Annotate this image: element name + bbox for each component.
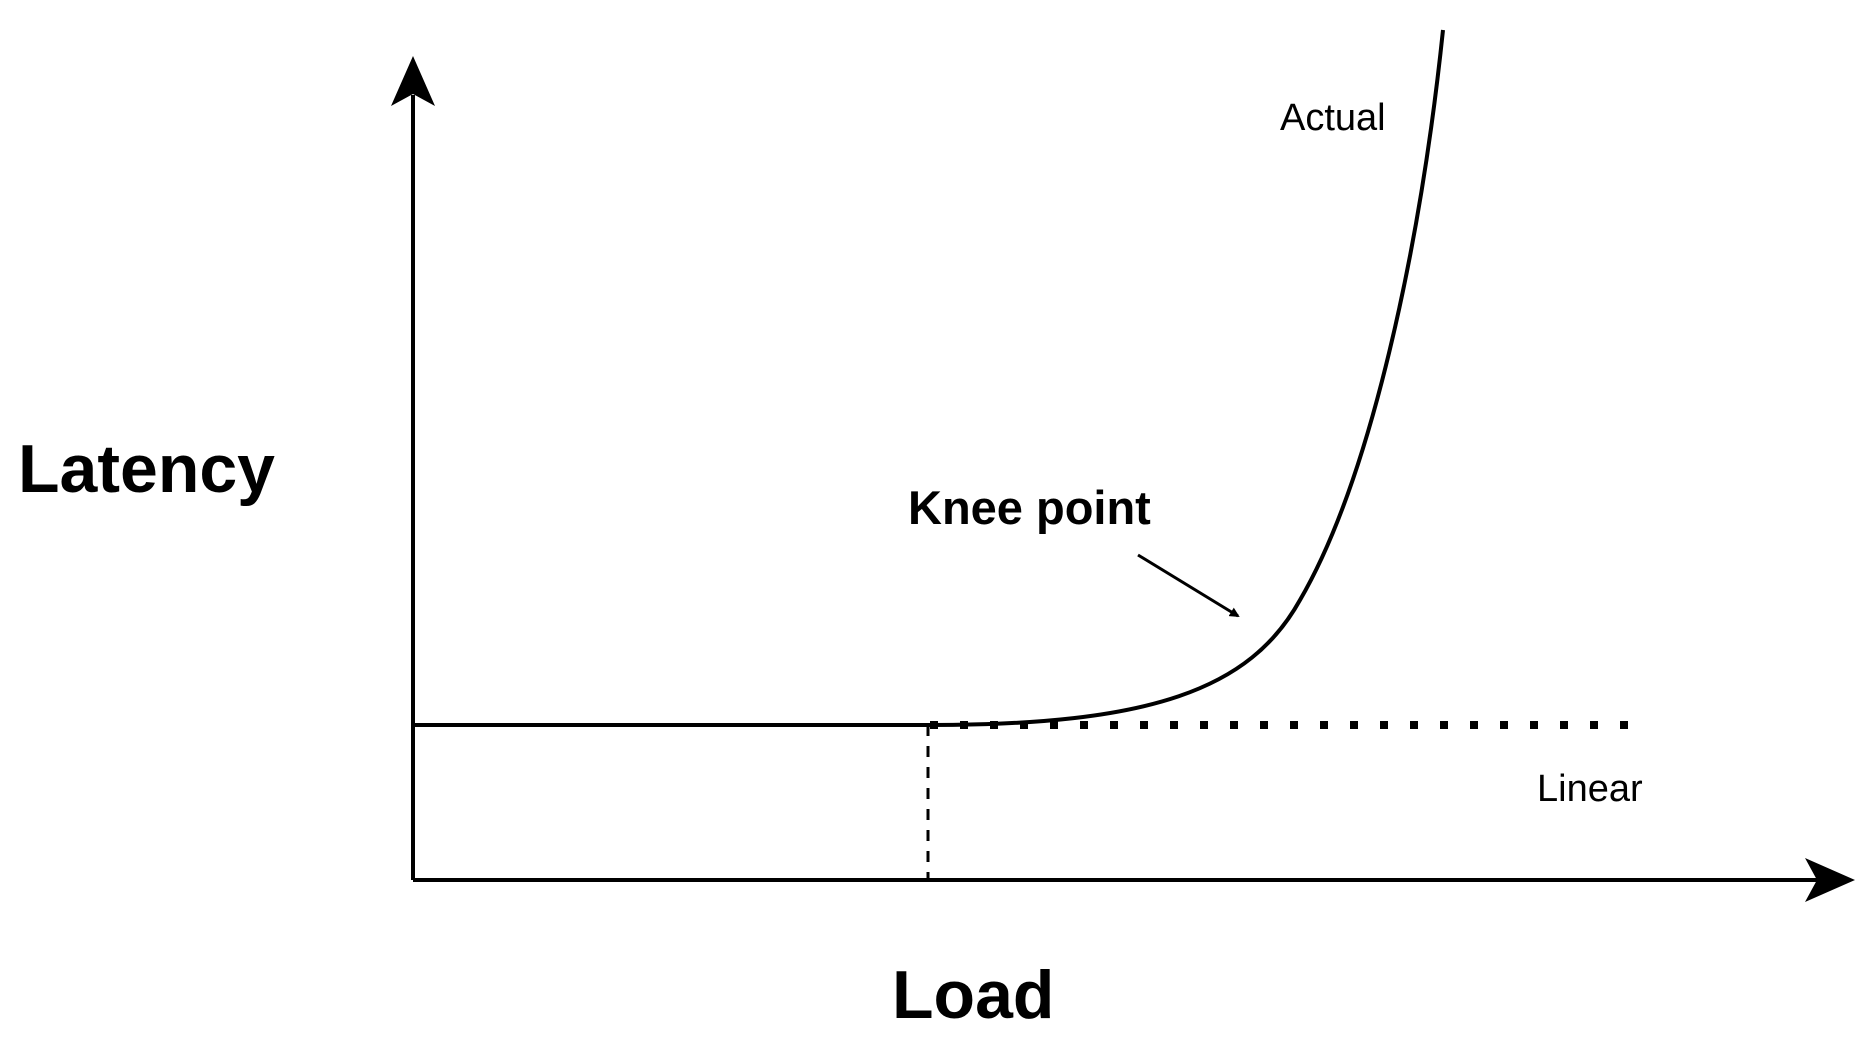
linear-series-label: Linear xyxy=(1537,768,1643,810)
actual-series-label: Actual xyxy=(1280,97,1386,139)
knee-point-arrow xyxy=(1137,553,1240,618)
knee-point-label: Knee point xyxy=(908,481,1151,534)
x-axis-title: Load xyxy=(892,957,1054,1033)
x-axis-arrowhead xyxy=(1805,858,1855,902)
actual-curve xyxy=(413,29,1445,727)
y-axis-arrowhead xyxy=(391,56,435,106)
y-axis-title: Latency xyxy=(18,431,275,507)
